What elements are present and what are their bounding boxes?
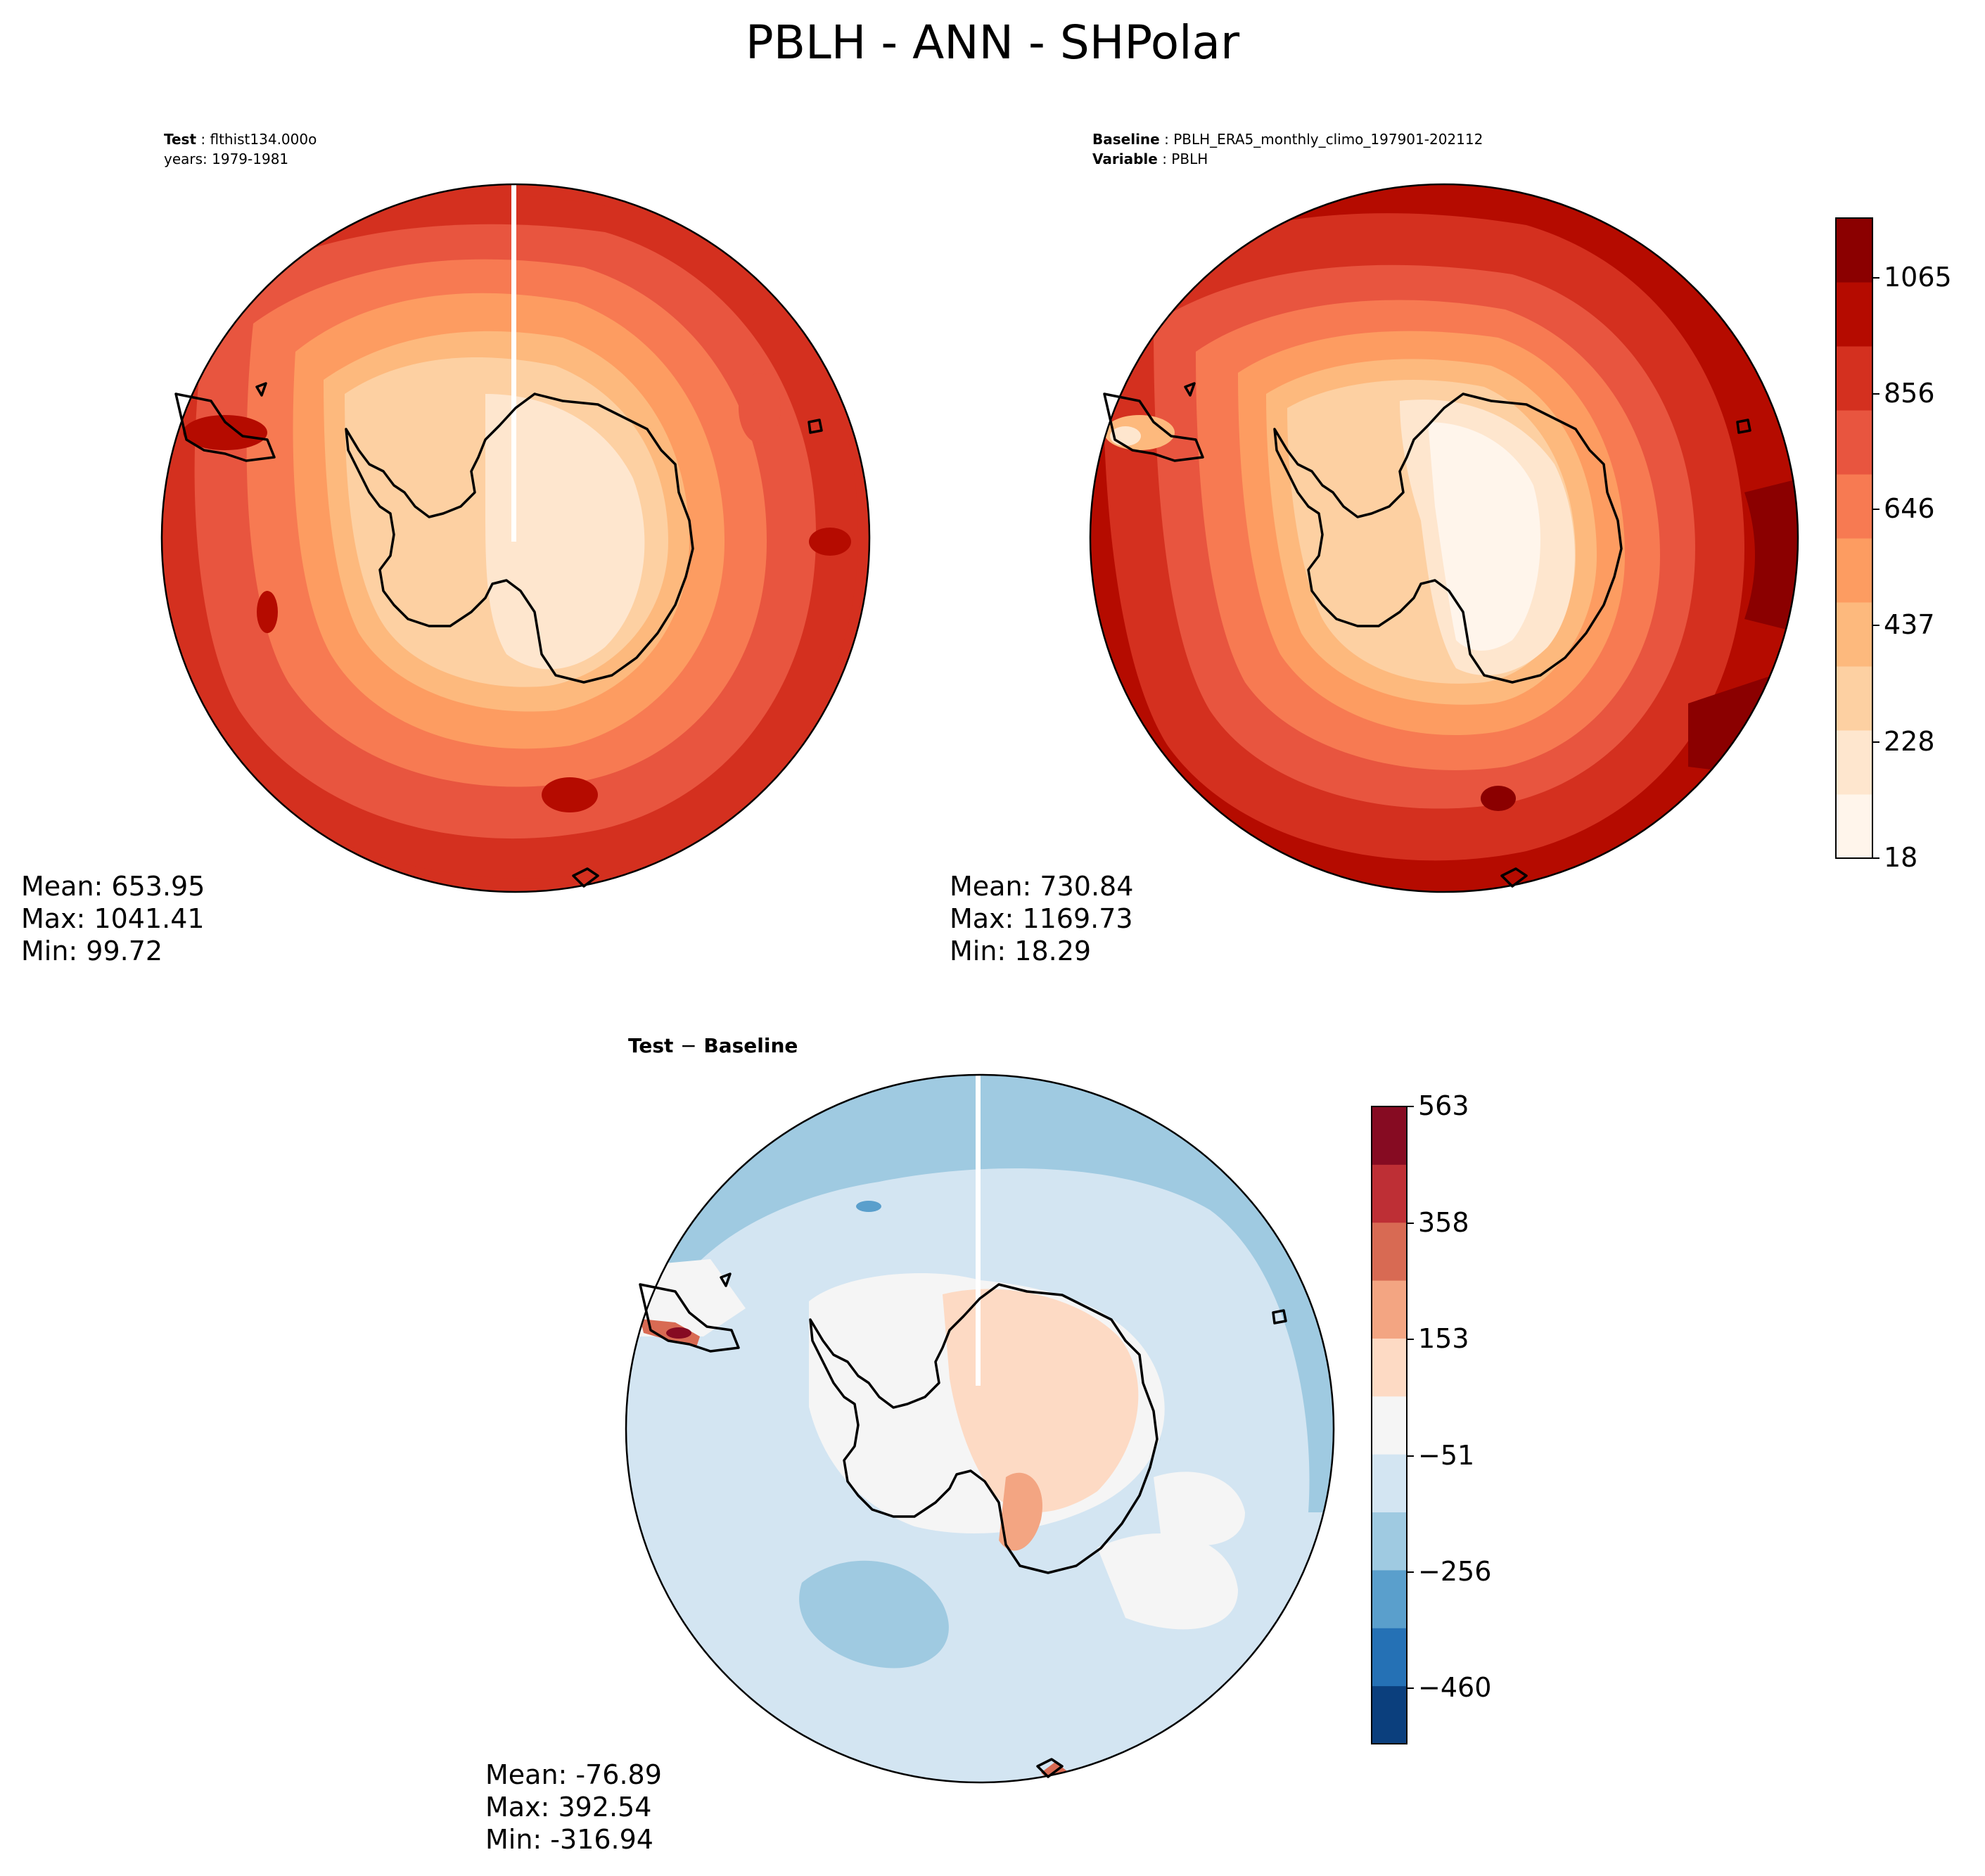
main-colorbar-tick-label: 437 bbox=[1884, 609, 1935, 640]
baseline-variable-key: Variable bbox=[1092, 151, 1158, 167]
main-colorbar-swatch bbox=[1836, 794, 1872, 859]
main-colorbar-swatch bbox=[1836, 730, 1872, 795]
diff-max: Max: 392.54 bbox=[485, 1792, 652, 1823]
diff-label-op: − bbox=[680, 1034, 697, 1057]
diff-colorbar-swatch bbox=[1372, 1512, 1407, 1571]
diff-colorbar-tick-marks bbox=[1407, 1106, 1414, 1689]
test-map bbox=[162, 184, 869, 892]
main-colorbar-swatch bbox=[1836, 474, 1872, 539]
test-stats: Mean: 653.95 Max: 1041.41 Min: 99.72 bbox=[21, 870, 205, 967]
diff-colorbar-swatch bbox=[1372, 1164, 1407, 1223]
diff-min: Min: -316.94 bbox=[485, 1824, 653, 1855]
main-colorbar bbox=[1835, 217, 1879, 859]
main-colorbar-tick-marks bbox=[1872, 277, 1879, 859]
main-colorbar-tick-label: 646 bbox=[1884, 493, 1935, 524]
baseline-map-boundary bbox=[1089, 183, 1799, 893]
main-colorbar-swatch bbox=[1836, 218, 1872, 283]
diff-colorbar-swatch bbox=[1372, 1685, 1407, 1744]
baseline-map-coastline bbox=[1103, 382, 1751, 888]
baseline-map bbox=[1090, 184, 1798, 892]
test-header: Test : flthist134.000o years: 1979-1981 bbox=[164, 131, 317, 167]
diff-colorbar-tick-label: −460 bbox=[1418, 1672, 1492, 1703]
test-max: Max: 1041.41 bbox=[21, 903, 205, 934]
main-colorbar-swatch bbox=[1836, 666, 1872, 731]
baseline-variable-value: PBLH bbox=[1171, 151, 1208, 167]
diff-colorbar-swatches bbox=[1372, 1106, 1407, 1744]
figure-title: PBLH - ANN - SHPolar bbox=[745, 15, 1240, 70]
diff-colorbar-tick-label: 563 bbox=[1418, 1090, 1469, 1121]
main-colorbar-swatch bbox=[1836, 410, 1872, 475]
baseline-mean: Mean: 730.84 bbox=[950, 871, 1134, 902]
test-label-value: flthist134.000o bbox=[210, 131, 317, 148]
diff-colorbar-swatch bbox=[1372, 1338, 1407, 1397]
diff-colorbar-swatch bbox=[1372, 1628, 1407, 1687]
diff-map-coastline bbox=[639, 1272, 1287, 1778]
baseline-label-key: Baseline bbox=[1092, 131, 1160, 148]
main-colorbar-swatch bbox=[1836, 538, 1872, 603]
diff-colorbar-swatch bbox=[1372, 1569, 1407, 1628]
diff-map-boundary bbox=[625, 1073, 1335, 1784]
diff-label-baseline: Baseline bbox=[703, 1034, 798, 1057]
main-colorbar-swatch bbox=[1836, 346, 1872, 411]
diff-colorbar-frame bbox=[1371, 1106, 1408, 1744]
main-colorbar-tick-label: 1065 bbox=[1884, 262, 1952, 293]
baseline-max: Max: 1169.73 bbox=[950, 903, 1133, 934]
baseline-header: Baseline : PBLH_ERA5_monthly_climo_19790… bbox=[1092, 131, 1483, 167]
baseline-stats: Mean: 730.84 Max: 1169.73 Min: 18.29 bbox=[950, 870, 1133, 967]
diff-map bbox=[626, 1075, 1334, 1782]
diff-colorbar-swatch bbox=[1372, 1222, 1407, 1281]
main-colorbar-tick-label: 18 bbox=[1884, 842, 1918, 873]
test-label-key: Test bbox=[164, 131, 197, 148]
diff-colorbar-tick-label: −256 bbox=[1418, 1556, 1492, 1587]
diff-colorbar-swatch bbox=[1372, 1280, 1407, 1339]
main-colorbar-tick-label: 856 bbox=[1884, 378, 1935, 409]
baseline-min: Min: 18.29 bbox=[950, 936, 1092, 966]
diff-colorbar-swatch bbox=[1372, 1396, 1407, 1455]
diff-colorbar-tick-label: −51 bbox=[1418, 1440, 1475, 1471]
diff-colorbar bbox=[1371, 1106, 1414, 1744]
test-map-coastline bbox=[174, 382, 823, 888]
test-map-boundary bbox=[160, 183, 871, 893]
main-colorbar-frame bbox=[1835, 217, 1873, 859]
baseline-label-value: PBLH_ERA5_monthly_climo_197901-202112 bbox=[1173, 131, 1483, 148]
main-colorbar-swatches bbox=[1836, 218, 1872, 859]
diff-header: Test − Baseline bbox=[628, 1034, 798, 1057]
diff-mean: Mean: -76.89 bbox=[485, 1759, 662, 1790]
diff-colorbar-swatch bbox=[1372, 1106, 1407, 1165]
main-colorbar-swatch bbox=[1836, 602, 1872, 667]
test-mean: Mean: 653.95 bbox=[21, 871, 205, 902]
diff-colorbar-tick-label: 153 bbox=[1418, 1323, 1469, 1354]
main-colorbar-swatch bbox=[1836, 282, 1872, 347]
test-years: years: 1979-1981 bbox=[164, 151, 289, 167]
diff-colorbar-swatch bbox=[1372, 1454, 1407, 1513]
test-min: Min: 99.72 bbox=[21, 936, 163, 966]
diff-colorbar-tick-label: 358 bbox=[1418, 1207, 1469, 1238]
diff-label-test: Test bbox=[628, 1034, 674, 1057]
main-colorbar-tick-label: 228 bbox=[1884, 726, 1935, 757]
diff-stats: Mean: -76.89 Max: 392.54 Min: -316.94 bbox=[485, 1759, 662, 1856]
